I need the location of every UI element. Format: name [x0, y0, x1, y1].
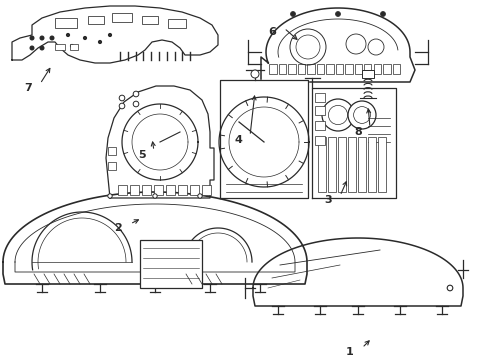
Circle shape: [108, 194, 112, 198]
Bar: [88, 16, 104, 24]
Bar: [348, 137, 356, 192]
Circle shape: [133, 91, 139, 97]
Bar: [338, 137, 346, 192]
Bar: [307, 64, 315, 74]
Bar: [354, 64, 362, 74]
Text: 8: 8: [354, 127, 362, 137]
Circle shape: [354, 107, 370, 123]
Bar: [130, 185, 139, 195]
Bar: [178, 185, 187, 195]
Circle shape: [30, 36, 34, 40]
Bar: [336, 64, 343, 74]
Bar: [118, 185, 127, 195]
Bar: [315, 121, 325, 130]
Circle shape: [119, 95, 125, 101]
Bar: [362, 70, 374, 78]
Text: 7: 7: [24, 83, 32, 93]
Bar: [315, 93, 325, 102]
Circle shape: [198, 194, 202, 198]
Circle shape: [109, 33, 111, 36]
Bar: [55, 44, 65, 50]
Circle shape: [322, 99, 354, 131]
Circle shape: [328, 105, 347, 125]
Bar: [358, 137, 366, 192]
Circle shape: [119, 103, 125, 109]
Text: 5: 5: [138, 150, 146, 160]
Bar: [142, 185, 151, 195]
Polygon shape: [106, 86, 214, 198]
Circle shape: [84, 37, 86, 39]
Circle shape: [40, 46, 44, 50]
Bar: [318, 137, 326, 192]
Circle shape: [98, 41, 101, 44]
Bar: [55, 18, 77, 28]
Circle shape: [251, 70, 259, 78]
Bar: [278, 64, 286, 74]
Bar: [140, 240, 202, 288]
Bar: [383, 64, 391, 74]
Polygon shape: [253, 238, 463, 306]
Bar: [345, 64, 352, 74]
Bar: [378, 137, 386, 192]
Bar: [108, 147, 116, 155]
Bar: [297, 64, 305, 74]
Bar: [315, 136, 325, 145]
Text: 4: 4: [234, 135, 242, 145]
Circle shape: [71, 45, 73, 48]
Text: 6: 6: [268, 27, 276, 37]
Bar: [326, 64, 334, 74]
Bar: [288, 64, 295, 74]
Circle shape: [153, 194, 157, 198]
Circle shape: [381, 12, 386, 17]
Bar: [112, 13, 132, 22]
Circle shape: [336, 12, 341, 17]
Circle shape: [133, 101, 139, 107]
Bar: [108, 162, 116, 170]
Polygon shape: [220, 80, 308, 198]
Text: 1: 1: [346, 347, 354, 357]
Bar: [317, 64, 324, 74]
Bar: [70, 44, 78, 50]
Text: 2: 2: [114, 223, 122, 233]
Bar: [373, 64, 381, 74]
Bar: [166, 185, 175, 195]
Bar: [364, 64, 371, 74]
Bar: [269, 64, 276, 74]
Circle shape: [30, 46, 34, 50]
Bar: [368, 137, 376, 192]
Polygon shape: [12, 6, 218, 63]
Bar: [392, 64, 400, 74]
Bar: [190, 185, 199, 195]
Bar: [142, 16, 158, 24]
Bar: [202, 185, 211, 195]
Bar: [168, 19, 186, 28]
Polygon shape: [3, 192, 307, 284]
Bar: [328, 137, 336, 192]
Circle shape: [50, 36, 54, 40]
Circle shape: [447, 285, 453, 291]
Circle shape: [291, 12, 295, 17]
Circle shape: [67, 33, 70, 36]
Polygon shape: [312, 88, 396, 198]
Text: 3: 3: [324, 195, 332, 205]
Bar: [154, 185, 163, 195]
Circle shape: [348, 101, 376, 129]
Bar: [315, 106, 325, 115]
Circle shape: [40, 36, 44, 40]
Polygon shape: [261, 8, 415, 82]
